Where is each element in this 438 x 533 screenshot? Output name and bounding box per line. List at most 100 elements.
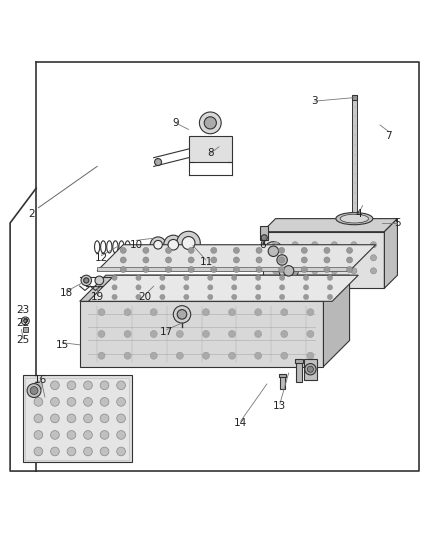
Text: 14: 14 — [234, 418, 247, 428]
Bar — [297, 361, 302, 382]
Circle shape — [143, 257, 149, 263]
Circle shape — [233, 257, 240, 263]
Circle shape — [256, 257, 262, 263]
Circle shape — [143, 247, 149, 254]
Circle shape — [177, 309, 184, 316]
Circle shape — [177, 352, 184, 359]
Circle shape — [67, 431, 76, 439]
Ellipse shape — [340, 214, 368, 223]
Circle shape — [117, 447, 125, 456]
Circle shape — [281, 330, 288, 337]
Text: 13: 13 — [273, 401, 286, 411]
Circle shape — [292, 268, 298, 274]
Circle shape — [166, 247, 172, 254]
Polygon shape — [80, 275, 350, 301]
Circle shape — [34, 414, 43, 423]
Circle shape — [255, 285, 261, 290]
Polygon shape — [88, 275, 358, 301]
Bar — [352, 100, 357, 216]
Circle shape — [279, 247, 285, 254]
Circle shape — [117, 381, 125, 390]
Circle shape — [150, 237, 166, 253]
Circle shape — [312, 268, 318, 274]
Circle shape — [268, 246, 279, 256]
Circle shape — [229, 352, 236, 359]
Circle shape — [182, 237, 195, 249]
Circle shape — [84, 278, 89, 283]
Polygon shape — [385, 219, 397, 288]
Circle shape — [283, 265, 294, 276]
Circle shape — [34, 398, 43, 406]
Circle shape — [254, 330, 261, 337]
Circle shape — [188, 247, 194, 254]
Text: 25: 25 — [17, 335, 30, 345]
Circle shape — [24, 319, 27, 322]
Text: 15: 15 — [56, 340, 69, 350]
Circle shape — [84, 398, 92, 406]
Circle shape — [254, 309, 261, 316]
Circle shape — [229, 330, 236, 337]
Circle shape — [143, 266, 149, 272]
Circle shape — [184, 275, 189, 280]
Circle shape — [84, 447, 92, 456]
Circle shape — [279, 257, 285, 263]
Text: 16: 16 — [34, 375, 47, 385]
Polygon shape — [323, 275, 350, 367]
Bar — [352, 94, 357, 100]
Circle shape — [98, 352, 105, 359]
Polygon shape — [97, 245, 376, 271]
Circle shape — [229, 309, 236, 316]
Circle shape — [50, 431, 59, 439]
Circle shape — [84, 431, 92, 439]
Circle shape — [279, 266, 285, 272]
Circle shape — [160, 275, 165, 280]
Circle shape — [100, 447, 109, 456]
Text: 12: 12 — [95, 253, 108, 263]
Circle shape — [233, 247, 240, 254]
Circle shape — [304, 275, 309, 280]
Circle shape — [324, 247, 330, 254]
Text: 18: 18 — [60, 288, 73, 297]
Polygon shape — [262, 219, 397, 232]
Circle shape — [124, 330, 131, 337]
Circle shape — [34, 447, 43, 456]
Circle shape — [208, 275, 213, 280]
Circle shape — [324, 257, 330, 263]
Circle shape — [117, 398, 125, 406]
Circle shape — [154, 240, 162, 249]
Circle shape — [233, 266, 240, 272]
Circle shape — [304, 294, 309, 300]
Circle shape — [307, 309, 314, 316]
Circle shape — [98, 330, 105, 337]
Circle shape — [30, 386, 38, 394]
Text: 22: 22 — [17, 318, 30, 328]
Circle shape — [305, 364, 316, 375]
Circle shape — [150, 309, 157, 316]
Circle shape — [327, 294, 332, 300]
Circle shape — [327, 285, 332, 290]
Bar — [295, 359, 303, 363]
Circle shape — [136, 275, 141, 280]
Polygon shape — [23, 375, 132, 462]
Circle shape — [351, 255, 357, 261]
Circle shape — [160, 294, 165, 300]
Circle shape — [120, 247, 126, 254]
Circle shape — [199, 112, 221, 134]
Circle shape — [208, 294, 213, 300]
Bar — [304, 359, 317, 379]
Bar — [279, 374, 286, 377]
Text: 7: 7 — [385, 131, 392, 141]
Circle shape — [150, 330, 157, 337]
Circle shape — [312, 241, 318, 248]
Circle shape — [173, 305, 191, 323]
Circle shape — [254, 352, 261, 359]
Circle shape — [34, 381, 43, 390]
Text: 4: 4 — [355, 209, 362, 219]
Circle shape — [279, 294, 285, 300]
Circle shape — [255, 275, 261, 280]
Circle shape — [351, 268, 357, 274]
Text: 20: 20 — [138, 292, 152, 302]
Circle shape — [124, 309, 131, 316]
Circle shape — [261, 235, 267, 241]
Circle shape — [307, 366, 314, 372]
